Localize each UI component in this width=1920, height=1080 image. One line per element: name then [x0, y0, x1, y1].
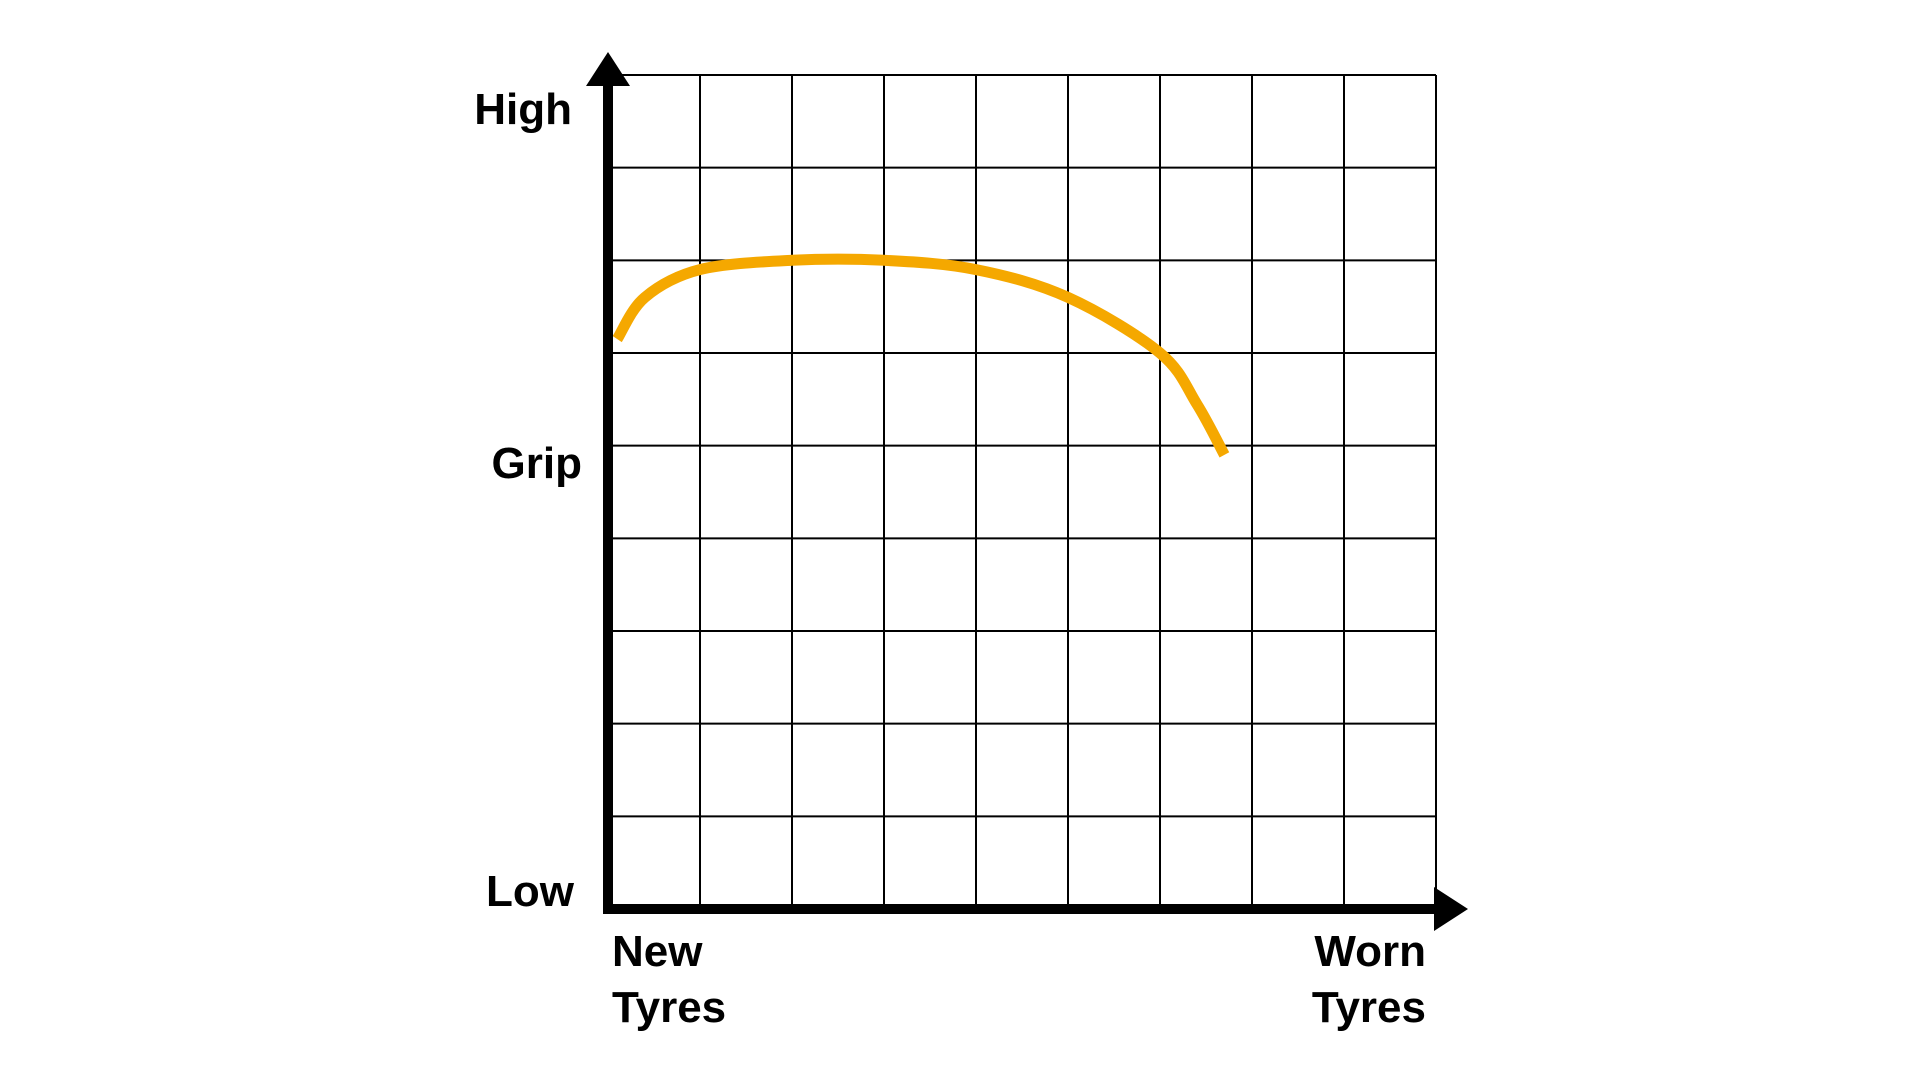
- x-axis-left-label-line1: New: [612, 927, 703, 976]
- x-axis-left-label-line2: Tyres: [612, 983, 726, 1032]
- y-axis-top-label: High: [474, 85, 572, 134]
- series-line-0: [612, 253, 1230, 458]
- series-layer: [612, 253, 1230, 458]
- axis-labels: High Grip Low New Tyres Worn Tyres: [474, 85, 1426, 1032]
- axes: [586, 52, 1468, 931]
- grid: [608, 74, 1437, 909]
- y-axis-label: Grip: [492, 439, 582, 488]
- y-axis-bottom-label: Low: [486, 867, 575, 916]
- x-axis-right-label-line1: Worn: [1314, 927, 1426, 976]
- y-axis-arrowhead: [586, 52, 630, 86]
- x-axis-right-label-line2: Tyres: [1312, 983, 1426, 1032]
- x-axis-arrowhead: [1434, 887, 1468, 931]
